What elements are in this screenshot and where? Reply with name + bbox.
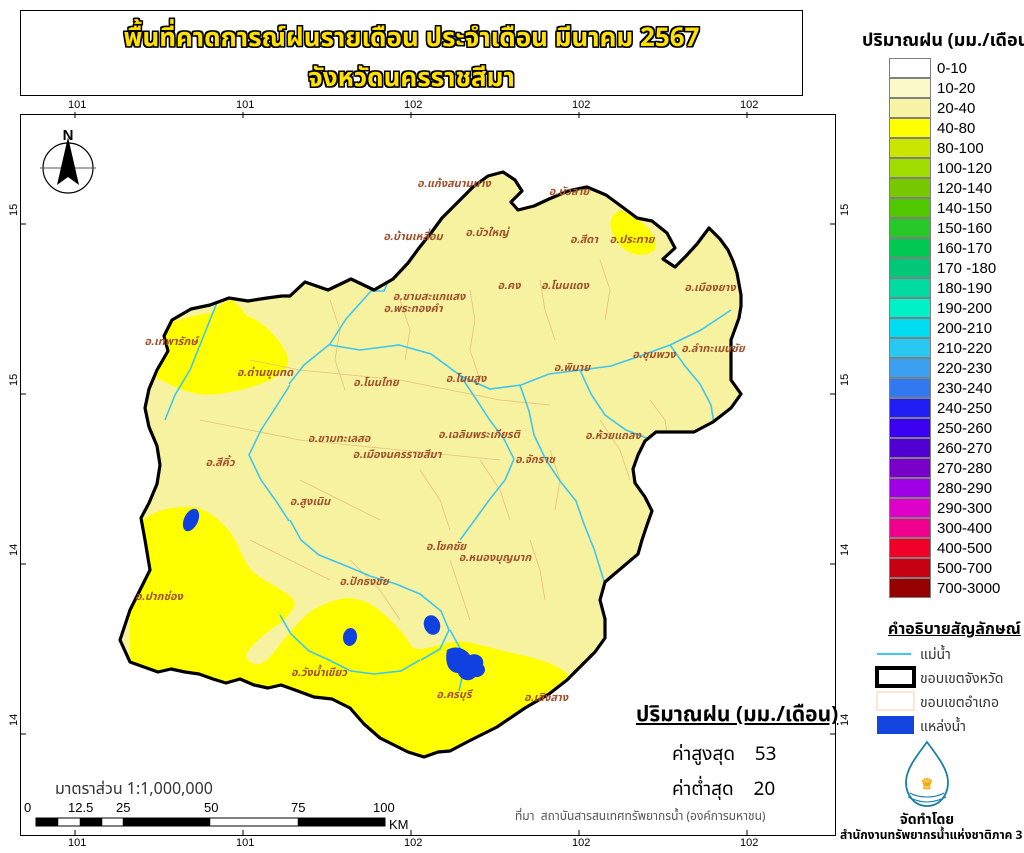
svg-text:อ.สูงเนิน: อ.สูงเนิน [290, 493, 331, 510]
svg-text:อ.ประทาย: อ.ประทาย [610, 231, 656, 248]
svg-text:อ.เมืองนครราชสีมา: อ.เมืองนครราชสีมา [353, 446, 443, 463]
svg-text:อ.ปากช่อง: อ.ปากช่อง [135, 588, 183, 605]
svg-text:อ.ขามทะเลสอ: อ.ขามทะเลสอ [308, 430, 372, 447]
svg-text:อ.เฉลิมพระเกียรติ: อ.เฉลิมพระเกียรติ [438, 426, 522, 443]
svg-text:อ.พิมาย: อ.พิมาย [554, 359, 592, 376]
svg-text:อ.จักราช: อ.จักราช [515, 451, 556, 468]
svg-text:อ.ด่านขุนทด: อ.ด่านขุนทด [237, 364, 294, 381]
svg-text:อ.ขามสะแกแสง: อ.ขามสะแกแสง [393, 288, 466, 305]
svg-text:อ.สีคิ้ว: อ.สีคิ้ว [205, 454, 235, 471]
svg-text:อ.บัวลาย: อ.บัวลาย [549, 183, 591, 200]
svg-text:อ.โนนสูง: อ.โนนสูง [446, 370, 487, 387]
svg-text:อ.ห้วยแถลง: อ.ห้วยแถลง [585, 427, 641, 444]
svg-text:อ.เสิงสาง: อ.เสิงสาง [524, 689, 569, 706]
svg-text:อ.คง: อ.คง [497, 277, 521, 294]
svg-text:อ.แก้งสนามนาง: อ.แก้งสนามนาง [417, 175, 491, 192]
svg-text:อ.สีดา: อ.สีดา [570, 231, 599, 248]
svg-text:อ.บัวใหญ่: อ.บัวใหญ่ [465, 224, 510, 241]
svg-text:อ.ลำทะเมนชัย: อ.ลำทะเมนชัย [681, 340, 746, 357]
svg-text:อ.หนองบุญมาก: อ.หนองบุญมาก [459, 549, 533, 566]
svg-text:อ.โนนไทย: อ.โนนไทย [353, 374, 400, 391]
svg-text:อ.เทพารักษ์: อ.เทพารักษ์ [144, 333, 199, 350]
svg-text:อ.โนนแดง: อ.โนนแดง [541, 277, 590, 294]
svg-text:อ.เมืองยาง: อ.เมืองยาง [684, 279, 736, 296]
svg-text:อ.ชุมพวง: อ.ชุมพวง [632, 346, 676, 363]
svg-text:อ.วังน้ำเขียว: อ.วังน้ำเขียว [291, 664, 348, 681]
svg-text:อ.ครบุรี: อ.ครบุรี [436, 686, 473, 703]
svg-text:อ.บ้านเหลื่อม: อ.บ้านเหลื่อม [383, 228, 443, 245]
svg-text:อ.ปักธงชัย: อ.ปักธงชัย [339, 573, 390, 590]
